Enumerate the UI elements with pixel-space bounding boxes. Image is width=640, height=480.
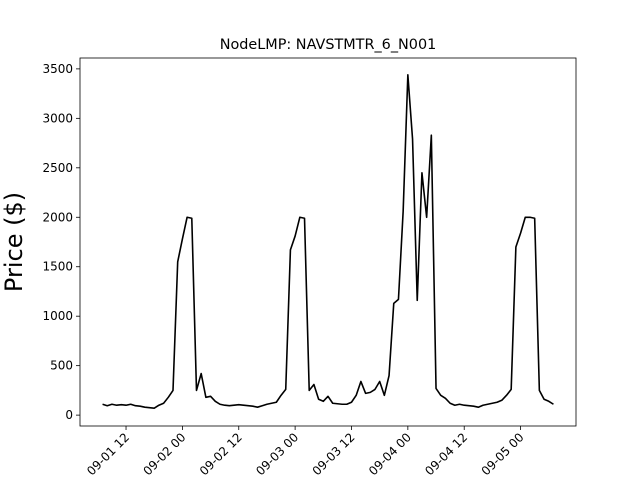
x-tick-label: 09-01 12	[84, 430, 132, 478]
y-tick-label: 2500	[42, 161, 73, 175]
x-tick-label: 09-03 00	[253, 430, 301, 478]
x-tick-label: 09-02 12	[197, 430, 245, 478]
price-line	[102, 74, 554, 409]
y-tick-label: 0	[65, 408, 73, 422]
y-tick-label: 1000	[42, 309, 73, 323]
x-tick-label: 09-03 12	[310, 430, 358, 478]
y-tick-label: 2000	[42, 210, 73, 224]
y-tick-label: 3000	[42, 111, 73, 125]
y-tick-label: 3500	[42, 62, 73, 76]
y-tick-label: 1500	[42, 260, 73, 274]
y-tick-label: 500	[50, 359, 73, 373]
x-tick-label: 09-04 12	[422, 430, 470, 478]
chart-title: NodeLMP: NAVSTMTR_6_N001	[220, 37, 437, 53]
x-tick-label: 09-02 00	[140, 430, 188, 478]
x-tick-label: 09-04 00	[366, 430, 414, 478]
plot-frame	[79, 57, 577, 427]
x-tick-label: 09-05 00	[479, 430, 527, 478]
y-axis-label: Price ($)	[0, 192, 28, 292]
